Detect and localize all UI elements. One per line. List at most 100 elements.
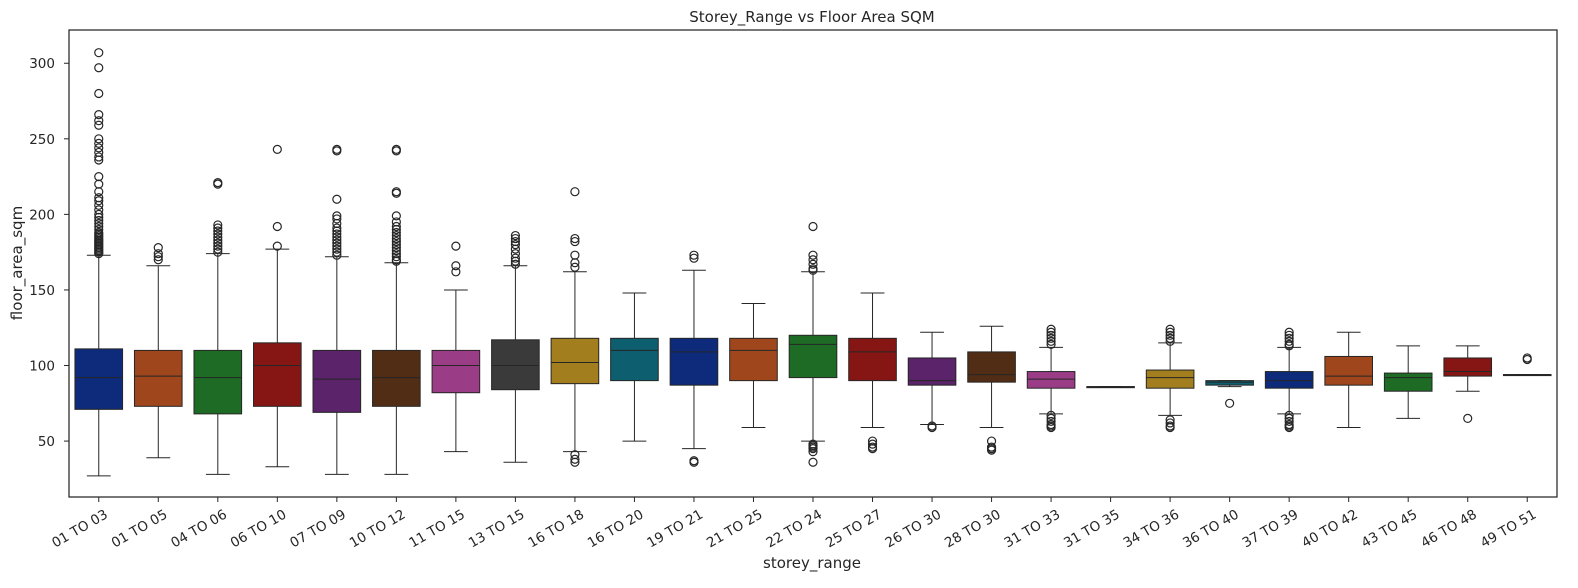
outlier-point (510, 259, 521, 269)
outlier-point (332, 244, 342, 254)
x-tick-label: 46 TO 48 (1418, 507, 1480, 552)
box-iqr (1264, 371, 1314, 389)
box-group (431, 241, 481, 453)
box-group (1502, 353, 1552, 377)
box-iqr (788, 334, 838, 379)
box-iqr (74, 348, 124, 410)
outlier-point (927, 421, 937, 431)
outlier-point (391, 217, 401, 227)
outlier-point (391, 144, 401, 154)
x-tick-label: 13 TO 15 (466, 507, 528, 552)
outlier-point (867, 442, 878, 452)
outlier-point (332, 238, 342, 248)
x-tick-label: 01 TO 03 (49, 507, 111, 552)
x-tick-label: 31 TO 35 (1061, 507, 1123, 552)
outlier-point (391, 211, 401, 221)
outlier-point (94, 120, 104, 130)
outlier-point (570, 236, 580, 247)
outlier-point (451, 261, 461, 271)
outlier-point (808, 250, 818, 260)
outlier-point (1165, 330, 1175, 340)
x-tick-label: 36 TO 40 (1180, 507, 1242, 552)
x-tick-label: 16 TO 18 (525, 507, 587, 552)
box-group (1383, 345, 1433, 419)
outlier-point (332, 223, 342, 233)
x-tick-label: 16 TO 20 (585, 507, 647, 552)
outlier-point (94, 227, 104, 238)
box-iqr (431, 349, 481, 394)
box-series (74, 48, 1552, 477)
outlier-point (451, 241, 461, 251)
outlier-point (94, 147, 104, 158)
outlier-point (94, 110, 104, 120)
y-axis-label: floor_area_sqm (8, 206, 27, 320)
outlier-point (213, 241, 223, 251)
outlier-point (332, 235, 342, 245)
outlier-point (272, 144, 282, 154)
x-tick-label: 31 TO 33 (1002, 507, 1064, 552)
outlier-point (94, 63, 104, 73)
outlier-point (570, 262, 580, 272)
outlier-point (391, 187, 401, 197)
outlier-point (570, 187, 580, 197)
outlier-point (808, 255, 818, 265)
x-tick-label: 11 TO 15 (406, 507, 468, 552)
box-iqr (729, 337, 778, 382)
outlier-point (1284, 419, 1294, 430)
chart-title: Storey_Range vs Floor Area SQM (689, 8, 934, 27)
outlier-point (808, 439, 818, 449)
outlier-point (391, 236, 401, 247)
x-tick-label: 07 TO 09 (287, 507, 349, 552)
outlier-point (867, 439, 878, 449)
outlier-point (510, 233, 521, 244)
outlier-point (1284, 336, 1294, 346)
outlier-point (94, 193, 104, 203)
x-tick-label: 01 TO 05 (109, 507, 171, 552)
outlier-point (94, 116, 104, 126)
box-iqr (669, 337, 719, 386)
outlier-point (1046, 410, 1056, 420)
outlier-point (1284, 333, 1294, 343)
outlier-point (1165, 421, 1175, 431)
outlier-point (213, 223, 223, 233)
x-tick-label: 40 TO 42 (1299, 507, 1361, 552)
outlier-point (94, 209, 104, 219)
box-group (372, 144, 421, 475)
box-iqr (1205, 380, 1254, 386)
box-group (74, 48, 124, 477)
x-tick-label: 26 TO 30 (883, 507, 945, 552)
x-tick-label: 22 TO 24 (763, 507, 825, 552)
box-iqr (133, 349, 183, 407)
outlier-point (451, 267, 461, 277)
outlier-point (808, 221, 818, 232)
box-iqr (253, 342, 302, 407)
box-group (1324, 331, 1373, 428)
y-tick-label: 300 (29, 56, 55, 72)
outlier-point (1284, 410, 1294, 420)
outlier-point (1284, 339, 1294, 349)
outlier-point (1046, 416, 1056, 427)
outlier-point (213, 232, 223, 242)
outlier-point (808, 259, 818, 269)
box-group (193, 178, 243, 475)
outlier-point (1046, 324, 1056, 334)
outlier-point (153, 249, 163, 259)
outlier-point (391, 246, 401, 256)
outlier-point (94, 88, 104, 99)
box-iqr (491, 339, 540, 391)
outlier-point (94, 218, 104, 229)
outlier-point (94, 196, 104, 206)
box-group (848, 292, 897, 454)
box-group (550, 187, 600, 467)
box-group (312, 144, 362, 475)
outlier-point (213, 178, 223, 188)
box-group (788, 221, 838, 467)
outlier-point (332, 229, 342, 239)
outlier-point (272, 241, 282, 251)
outlier-point (1046, 333, 1056, 343)
outlier-point (94, 143, 104, 153)
outlier-point (867, 436, 878, 446)
box-group (1443, 345, 1493, 424)
outlier-point (153, 255, 163, 265)
